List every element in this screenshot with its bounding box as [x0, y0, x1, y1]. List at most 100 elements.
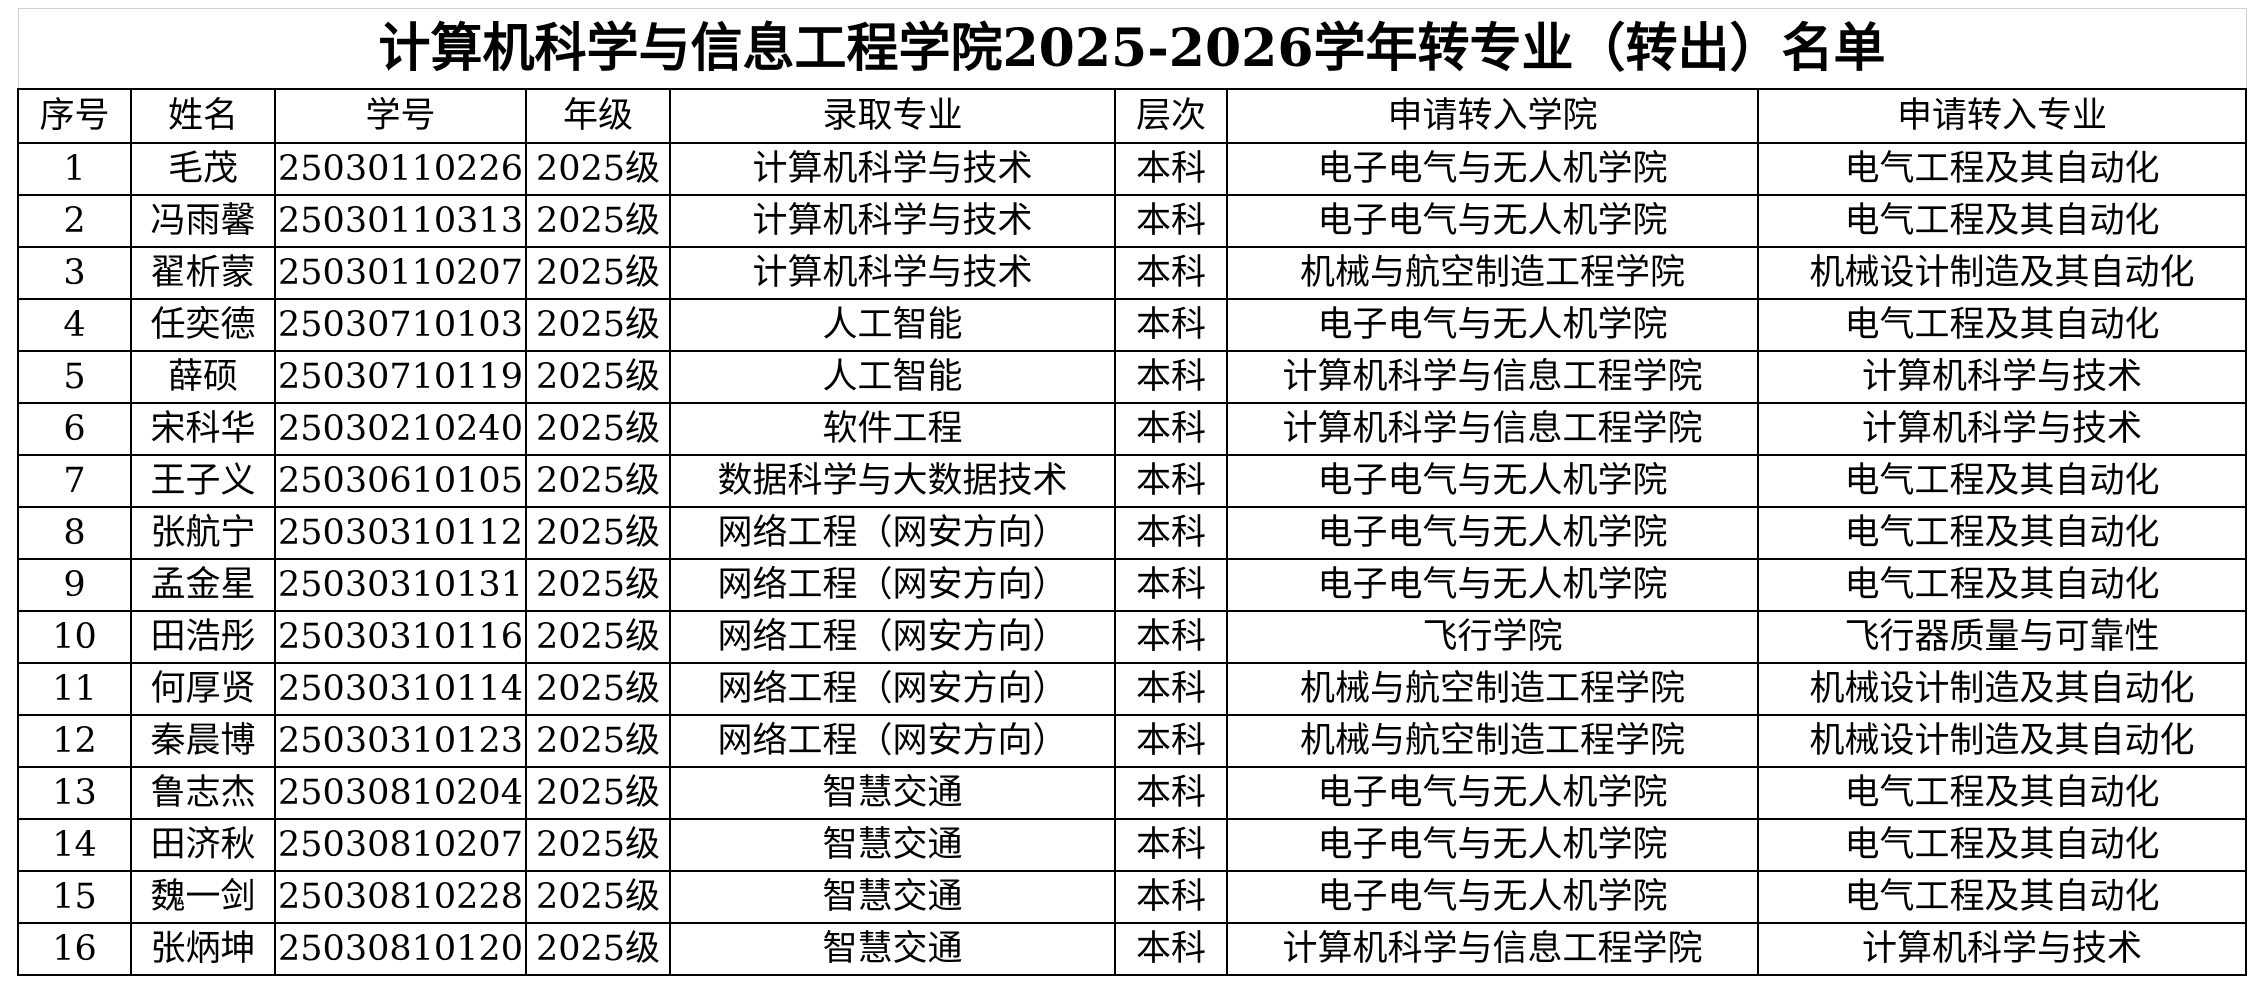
cell: 智慧交通 — [669, 922, 1116, 976]
cell: 电子电气与无人机学院 — [1226, 558, 1759, 612]
cell: 2025级 — [525, 454, 671, 508]
cell: 张航宁 — [130, 506, 276, 560]
cell: 25030110313 — [274, 194, 527, 248]
cell: 25030310131 — [274, 558, 527, 612]
cell: 智慧交通 — [669, 766, 1116, 820]
cell: 电子电气与无人机学院 — [1226, 818, 1759, 872]
cell: 2025级 — [525, 818, 671, 872]
cell: 7 — [17, 454, 132, 508]
data-row: 3 翟析蒙 25030110207 2025级 计算机科学与技术 本科 机械与航空制造工程学… — [17, 246, 2248, 300]
cell: 人工智能 — [669, 350, 1116, 404]
cell: 计算机科学与技术 — [669, 194, 1116, 248]
cell: 智慧交通 — [669, 818, 1116, 872]
cell: 网络工程（网安方向） — [669, 558, 1116, 612]
cell: 本科 — [1114, 298, 1228, 352]
data-row: 1 毛茂 25030110226 2025级 计算机科学与技术 本科 电子电气与无人机学院电… — [17, 142, 2248, 196]
cell: 机械设计制造及其自动化 — [1756, 714, 2248, 768]
cell: 本科 — [1114, 714, 1228, 768]
cell: 2025级 — [525, 662, 671, 716]
cell: 机械与航空制造工程学院 — [1226, 246, 1759, 300]
cell: 人工智能 — [669, 298, 1116, 352]
cell: 机械与航空制造工程学院 — [1226, 662, 1759, 716]
data-row: 6 宋科华 25030210240 2025级 软件工程 本科 计算机科学与信息工程学院 计算… — [17, 402, 2248, 456]
header-cell: 申请转入专业 — [1756, 88, 2248, 144]
cell: 25030310112 — [274, 506, 527, 560]
cell: 2025级 — [525, 506, 671, 560]
cell: 2025级 — [525, 142, 671, 196]
cell: 电子电气与无人机学院 — [1226, 194, 1759, 248]
cell: 本科 — [1114, 142, 1228, 196]
cell: 本科 — [1114, 350, 1228, 404]
cell: 本科 — [1114, 766, 1228, 820]
cell: 电子电气与无人机学院 — [1226, 142, 1759, 196]
cell: 25030710103 — [274, 298, 527, 352]
data-row: 10 田浩彤 25030310116 2025级 网络工程（网安方向） 本科 飞行学院 飞行器… — [17, 610, 2248, 664]
cell: 计算机科学与技术 — [669, 142, 1116, 196]
cell: 电气工程及其自动化 — [1756, 506, 2248, 560]
data-row: 11 何厚贤 25030310114 2025级 网络工程（网安方向） 本科 机械与航空制造… — [17, 662, 2248, 716]
header-cell: 学号 — [274, 88, 527, 144]
cell: 鲁志杰 — [130, 766, 276, 820]
data-row: 15 魏一剑 25030810228 2025级 智慧交通 本科 电子电气与无人机学院 电气工… — [17, 870, 2248, 924]
cell: 11 — [17, 662, 132, 716]
header-cell: 申请转入学院 — [1226, 88, 1759, 144]
cell: 25030810207 — [274, 818, 527, 872]
cell: 2025级 — [525, 870, 671, 924]
cell: 网络工程（网安方向） — [669, 714, 1116, 768]
cell: 电气工程及其自动化 — [1756, 142, 2248, 196]
cell: 2025级 — [525, 194, 671, 248]
cell: 宋科华 — [130, 402, 276, 456]
header-cell: 姓名 — [130, 88, 276, 144]
cell: 本科 — [1114, 922, 1228, 976]
cell: 飞行学院 — [1226, 610, 1759, 664]
cell: 何厚贤 — [130, 662, 276, 716]
cell: 田浩彤 — [130, 610, 276, 664]
cell: 王子义 — [130, 454, 276, 508]
table-body: 计算机科学与信息工程学院2025-2026学年转专业（转出）名单 序号 姓名 学号年… — [17, 8, 2248, 976]
cell: 本科 — [1114, 454, 1228, 508]
cell: 2025级 — [525, 610, 671, 664]
cell: 计算机科学与信息工程学院 — [1226, 922, 1759, 976]
cell: 机械设计制造及其自动化 — [1756, 246, 2248, 300]
cell: 机械与航空制造工程学院 — [1226, 714, 1759, 768]
data-row: 9 孟金星 25030310131 2025级 网络工程（网安方向） 本科 电子电气与无人机… — [17, 558, 2248, 612]
cell: 电气工程及其自动化 — [1756, 870, 2248, 924]
cell: 计算机科学与技术 — [1756, 350, 2248, 404]
cell: 本科 — [1114, 506, 1228, 560]
cell: 25030210240 — [274, 402, 527, 456]
cell: 计算机科学与技术 — [669, 246, 1116, 300]
cell: 25030110226 — [274, 142, 527, 196]
cell: 计算机科学与信息工程学院 — [1226, 402, 1759, 456]
cell: 2025级 — [525, 350, 671, 404]
cell: 本科 — [1114, 610, 1228, 664]
cell: 毛茂 — [130, 142, 276, 196]
cell: 电气工程及其自动化 — [1756, 558, 2248, 612]
cell: 电子电气与无人机学院 — [1226, 298, 1759, 352]
cell: 25030710119 — [274, 350, 527, 404]
data-row: 13 鲁志杰 25030810204 2025级 智慧交通 本科 电子电气与无人机学院 电气工… — [17, 766, 2248, 820]
data-row: 4 任奕德 25030710103 2025级 人工智能 本科 电子电气与无人机学院 电气工程… — [17, 298, 2248, 352]
header-cell: 层次 — [1114, 88, 1228, 144]
cell: 3 — [17, 246, 132, 300]
cell: 电气工程及其自动化 — [1756, 818, 2248, 872]
cell: 10 — [17, 610, 132, 664]
title: 计算机科学与信息工程学院2025-2026学年转专业（转出）名单 — [17, 8, 2247, 90]
cell: 2025级 — [525, 558, 671, 612]
transfer-table: 计算机科学与信息工程学院2025-2026学年转专业（转出）名单 序号 姓名 学号年… — [17, 8, 2248, 976]
cell: 4 — [17, 298, 132, 352]
cell: 本科 — [1114, 558, 1228, 612]
cell: 16 — [17, 922, 132, 976]
data-row: 12 秦晨博 25030310123 2025级 网络工程（网安方向） 本科 机械与航空制造… — [17, 714, 2248, 768]
cell: 本科 — [1114, 194, 1228, 248]
cell: 2025级 — [525, 766, 671, 820]
cell: 网络工程（网安方向） — [669, 662, 1116, 716]
cell: 电气工程及其自动化 — [1756, 194, 2248, 248]
cell: 25030810228 — [274, 870, 527, 924]
cell: 孟金星 — [130, 558, 276, 612]
data-row: 16 张炳坤 25030810120 2025级 智慧交通 本科 计算机科学与信息工程学院计… — [17, 922, 2248, 976]
cell: 25030810204 — [274, 766, 527, 820]
cell: 秦晨博 — [130, 714, 276, 768]
title-row: 计算机科学与信息工程学院2025-2026学年转专业（转出）名单 — [17, 8, 2247, 90]
cell: 25030110207 — [274, 246, 527, 300]
